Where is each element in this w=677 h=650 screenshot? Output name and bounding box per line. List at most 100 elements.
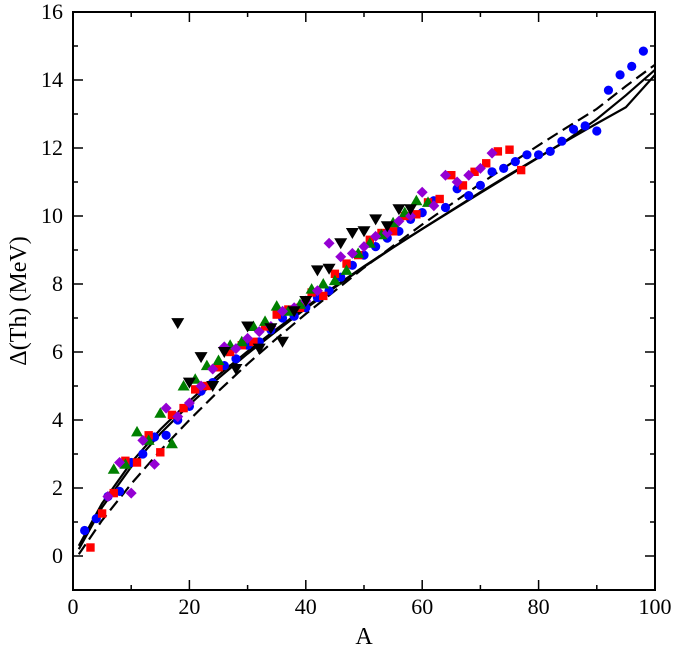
data-point-diamond (451, 176, 463, 188)
y-tick-label: 10 (41, 203, 63, 228)
data-point-circle (440, 202, 451, 213)
data-point-square (132, 458, 142, 467)
data-point-triangle-down (276, 336, 290, 348)
data-point-diamond (207, 363, 219, 375)
data-point-triangle-down (229, 364, 243, 375)
data-point-triangle-up (340, 264, 353, 275)
data-point-square (97, 509, 107, 518)
x-tick-label: 60 (411, 594, 433, 619)
data-point-triangle-up (247, 320, 260, 331)
data-point-square (191, 385, 200, 394)
data-point-square (330, 269, 340, 278)
data-point-triangle-up (328, 274, 341, 286)
data-point-diamond (125, 487, 137, 499)
data-point-triangle-up (154, 407, 167, 418)
data-point-diamond (172, 411, 184, 423)
data-point-triangle-up (270, 300, 283, 311)
data-point-square (412, 210, 421, 219)
x-axis-ticks: 0 20 40 60 80 100 (68, 12, 672, 619)
data-point-circle (627, 61, 637, 71)
data-point-square (388, 227, 398, 236)
data-point-triangle-down (194, 352, 208, 364)
data-point-square (342, 259, 351, 268)
data-point-triangle-down (310, 265, 324, 277)
data-point-triangle-down (206, 381, 220, 392)
data-point-square (225, 347, 235, 357)
data-point-circle (231, 354, 241, 364)
data-point-triangle-down (287, 306, 301, 318)
data-point-triangle-down (392, 204, 406, 216)
y-tick-label: 16 (41, 0, 63, 24)
x-tick-label: 80 (528, 594, 550, 619)
data-point-triangle-down (357, 226, 371, 238)
data-point-diamond (183, 397, 195, 409)
data-point-diamond (323, 237, 335, 249)
data-point-diamond (393, 215, 405, 227)
data-point-square (458, 181, 468, 190)
data-point-diamond (114, 457, 126, 468)
data-point-diamond (346, 247, 358, 259)
data-point-triangle-up (131, 425, 144, 437)
data-point-circle (615, 70, 625, 80)
data-point-square (470, 167, 479, 176)
data-point-diamond (370, 230, 382, 242)
y-tick-label: 2 (52, 475, 63, 500)
data-point-circle (545, 146, 555, 156)
data-point-circle (522, 150, 532, 160)
data-point-circle (580, 121, 590, 131)
x-axis-label: A (355, 624, 373, 650)
data-point-triangle-down (334, 238, 348, 250)
data-point-triangle-down (404, 204, 418, 216)
plot-frame (72, 11, 656, 591)
data-point-triangle-down (171, 318, 185, 330)
data-point-triangle-down (182, 377, 196, 389)
data-point-square (260, 322, 270, 331)
data-point-circle (475, 180, 485, 190)
data-point-triangle-up (410, 194, 423, 206)
data-point-triangle-down (345, 228, 359, 239)
data-point-triangle-down (241, 321, 255, 333)
data-point-triangle-down (369, 214, 383, 226)
data-point-diamond (277, 305, 289, 317)
data-point-circle (568, 124, 579, 134)
data-point-triangle-up (119, 458, 132, 469)
data-point-triangle-down (252, 343, 266, 355)
data-point-triangle-up (177, 380, 190, 391)
data-point-diamond (486, 147, 498, 159)
data-point-square (86, 543, 95, 552)
data-point-diamond (102, 491, 114, 502)
data-point-circle (510, 157, 520, 167)
data-point-diamond (474, 162, 486, 174)
data-point-square (516, 165, 526, 175)
data-point-circle (499, 163, 509, 173)
data-point-circle (638, 46, 648, 56)
data-point-square (202, 381, 212, 391)
fit-curve-dashed-1 (77, 63, 656, 555)
data-point-square (447, 171, 456, 180)
data-point-circle (464, 191, 474, 201)
data-point-circle (80, 525, 90, 536)
data-point-circle (603, 85, 614, 95)
data-point-square (156, 448, 165, 457)
data-point-square (482, 159, 491, 168)
data-point-diamond (381, 227, 393, 239)
x-tick-label: 20 (178, 594, 200, 619)
data-point-diamond (148, 458, 160, 470)
fit-curve-solid-0 (77, 74, 656, 550)
data-point-diamond (428, 200, 440, 212)
x-tick-label: 100 (639, 594, 672, 619)
data-point-triangle-down (217, 347, 231, 358)
data-point-square (505, 145, 514, 154)
x-tick-label: 40 (295, 594, 317, 619)
data-point-diamond (358, 241, 370, 253)
data-point-triangle-up (165, 437, 178, 449)
y-axis-label: Δ(Th) (MeV) (6, 236, 32, 365)
data-point-triangle-up (317, 278, 330, 289)
x-tick-label: 0 (68, 594, 79, 619)
data-points (80, 46, 648, 552)
data-point-circle (534, 150, 544, 160)
data-point-square (109, 488, 118, 498)
data-point-diamond (242, 332, 254, 344)
data-point-triangle-down (299, 296, 313, 307)
data-point-diamond (416, 186, 428, 198)
